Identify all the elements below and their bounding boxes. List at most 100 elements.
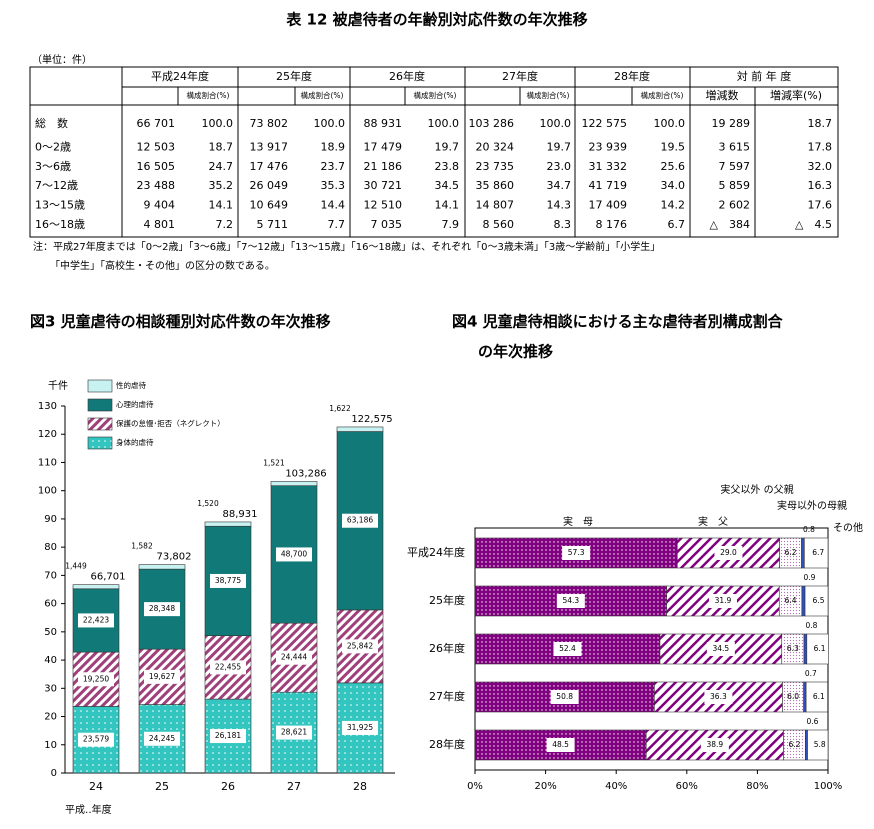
data-label: 48.5 (552, 740, 569, 749)
cell: 10 649 (250, 199, 289, 212)
bar-segment (804, 585, 829, 617)
cell: 17.8 (808, 140, 833, 153)
series-label: 実母以外の母親 (777, 499, 847, 512)
note: 注：平成27年度までは「0～2歳」「3～6歳」「7～12歳」「13～15歳」「1… (33, 240, 660, 253)
label-box (144, 602, 180, 617)
data-label: 28,348 (149, 604, 175, 613)
cell: 100.0 (654, 117, 686, 130)
label-box (714, 546, 743, 560)
total-label: 122,575 (351, 414, 392, 425)
bar-segment (204, 521, 252, 527)
label-box (562, 546, 591, 560)
cell: 19 289 (712, 117, 751, 130)
data-label: 0.8 (803, 525, 815, 534)
cell: 7.2 (216, 218, 234, 231)
cell: 35.3 (321, 179, 346, 192)
data-label: 6.2 (788, 740, 800, 749)
cell: 17.6 (808, 199, 833, 212)
bar-segment (807, 729, 829, 761)
column-subheader: 構成割合(%) (187, 90, 230, 100)
data-label: 19,250 (83, 674, 109, 683)
data-label: 0.6 (806, 717, 818, 726)
cell: 19.5 (661, 140, 686, 153)
x-tick-label: 28 (353, 780, 367, 793)
column-subheader: 増減数 (706, 88, 739, 102)
data-label: 54.3 (562, 596, 579, 605)
data-label: 50.8 (556, 692, 573, 701)
cell: 14 807 (476, 199, 515, 212)
cell: 3 615 (719, 140, 751, 153)
data-label: 26,181 (215, 731, 241, 740)
data-label: 34.5 (713, 644, 730, 653)
cell: 23 488 (137, 179, 176, 192)
x-axis-label: 平成‥年度 (65, 803, 112, 816)
row-label: 総 数 (35, 116, 68, 130)
cell: 12 503 (137, 140, 176, 153)
cell: 14.1 (435, 199, 460, 212)
data-label: 6.7 (812, 548, 824, 557)
x-tick-label: 60% (676, 781, 698, 792)
cell: 14.1 (209, 199, 234, 212)
label-box (78, 732, 114, 747)
x-tick-label: 0% (467, 781, 483, 792)
x-tick-label: 25 (155, 780, 169, 793)
bar-segment (270, 481, 318, 487)
note: 「中学生」「高校生・その他」の区分の数である。 (50, 259, 275, 272)
category-label: 28年度 (429, 737, 465, 751)
data-label: 1,520 (197, 499, 219, 508)
label-box (546, 738, 575, 752)
data-label: 29.0 (720, 548, 737, 557)
cell: △ 384 (710, 218, 750, 231)
cell: 5 711 (257, 218, 289, 231)
cell: △ 4.5 (795, 218, 832, 231)
table-title: 表 12 被虐待者の年齢別対応件数の年次推移 (286, 11, 587, 29)
data-label: 0.7 (805, 669, 817, 678)
cell: 23.7 (321, 160, 346, 173)
label-box (276, 650, 312, 665)
column-header: 対 前 年 度 (737, 69, 792, 83)
cell: 73 802 (250, 117, 289, 130)
cell: 21 186 (364, 160, 403, 173)
label-box (210, 729, 246, 744)
y-tick-label: 70 (44, 570, 57, 581)
data-label: 31.9 (715, 596, 732, 605)
legend-label: 性的虐待 (116, 380, 146, 390)
cell: 19.7 (547, 140, 572, 153)
data-label: 6.1 (814, 644, 826, 653)
data-label: 52.4 (559, 644, 576, 653)
cell: 34.7 (547, 179, 572, 192)
data-label: 1,582 (131, 542, 153, 551)
cell: 23.8 (435, 160, 460, 173)
cell: 17 479 (364, 140, 403, 153)
label-box (704, 690, 733, 704)
cell: 14.2 (661, 199, 686, 212)
cell: 23.0 (547, 160, 572, 173)
total-label: 88,931 (223, 509, 258, 520)
y-tick-label: 40 (44, 655, 57, 666)
data-label: 6.2 (785, 548, 797, 557)
y-tick-label: 100 (38, 486, 57, 497)
cell: 7 035 (371, 218, 403, 231)
cell: 7 597 (719, 160, 751, 173)
cell: 34.0 (661, 179, 686, 192)
category-label: 平成24年度 (407, 545, 465, 559)
column-header: 27年度 (502, 69, 538, 83)
y-tick-label: 120 (38, 429, 57, 440)
label-box (342, 513, 378, 528)
data-label: 23,579 (83, 735, 109, 744)
data-label: 22,455 (215, 662, 241, 671)
x-tick-label: 20% (534, 781, 556, 792)
data-label: 5.8 (814, 740, 826, 749)
x-tick-label: 26 (221, 780, 235, 793)
bar-segment (803, 633, 808, 665)
cell: 20 324 (476, 140, 515, 153)
total-label: 103,286 (285, 468, 326, 479)
bar-segment (138, 564, 186, 570)
cell: 31 332 (589, 160, 628, 173)
total-label: 66,701 (91, 572, 126, 583)
bar-segment (336, 426, 384, 432)
cell: 18.7 (209, 140, 234, 153)
data-label: 6.4 (785, 596, 797, 605)
bar-segment (806, 633, 829, 665)
y-tick-label: 90 (44, 514, 57, 525)
